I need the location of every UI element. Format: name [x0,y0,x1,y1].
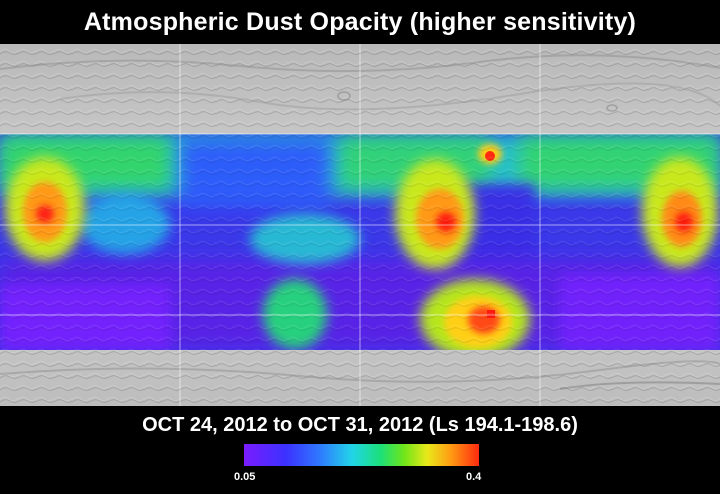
color-scale-max-label: 0.4 [466,471,482,483]
dust-opacity-map [0,44,720,406]
graticule [0,44,720,406]
map-svg [0,44,720,406]
map-title: Atmospheric Dust Opacity (higher sensiti… [83,7,637,36]
color-scale-bar [244,444,479,466]
color-scale-min-label: 0.05 [234,471,256,483]
date-range-label: OCT 24, 2012 to OCT 31, 2012 (Ls 194.1-1… [142,413,578,436]
